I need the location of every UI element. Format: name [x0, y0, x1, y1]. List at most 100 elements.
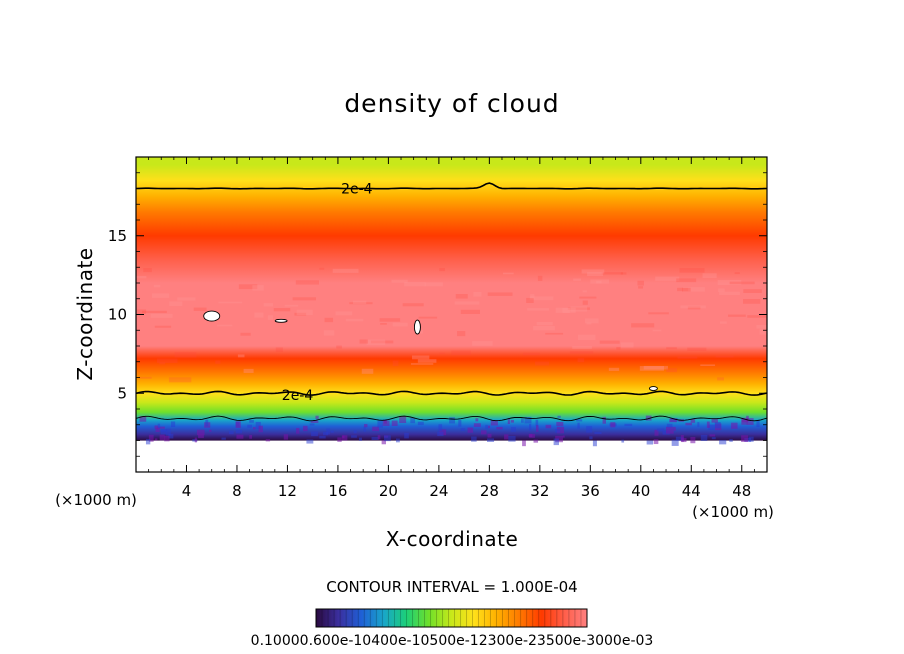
- field-streak: [237, 354, 245, 358]
- field-streak: [529, 423, 532, 431]
- contour-line-lower: [136, 390, 767, 396]
- field-streak: [557, 415, 561, 418]
- field-streak: [457, 331, 466, 337]
- field-streak: [524, 416, 532, 424]
- field-streak: [677, 356, 698, 359]
- x-tick-label: 40: [631, 482, 650, 500]
- field-streak: [296, 309, 313, 316]
- field-streak: [507, 418, 510, 424]
- field-streak: [359, 339, 368, 344]
- contour-label: 2e-4: [282, 388, 314, 404]
- x-tick-label: 28: [480, 482, 499, 500]
- field-streak: [295, 280, 319, 285]
- field-streak: [381, 440, 386, 445]
- field-streak: [383, 419, 387, 424]
- field-streak: [648, 312, 669, 315]
- x-axis-ticks: 4 8 12 16 20 24 28 32 36 40 44 48: [148, 157, 755, 500]
- field-streak: [690, 419, 696, 423]
- field-streak: [643, 365, 668, 370]
- field-streak: [579, 296, 597, 299]
- field-streak: [536, 321, 553, 326]
- field-streak: [372, 426, 380, 432]
- field-streak: [391, 420, 398, 426]
- field-streak: [174, 352, 197, 358]
- field-streak: [700, 434, 708, 441]
- field-streak: [529, 296, 554, 301]
- field-streak: [620, 272, 627, 275]
- x-tick-label: 24: [429, 482, 448, 500]
- x-tick-label: 8: [232, 482, 242, 500]
- x-unit-label-left: (×1000 m): [55, 491, 137, 509]
- field-streak: [475, 418, 479, 422]
- field-streak: [326, 428, 331, 435]
- colorbar-dividers: [321, 609, 582, 627]
- field-streak: [157, 426, 165, 429]
- contour-label: 2e-4: [341, 182, 373, 198]
- contour-line-bottom: [136, 415, 767, 422]
- field-streak: [315, 415, 319, 420]
- field-streak: [438, 424, 443, 432]
- field-streaks: [136, 267, 767, 447]
- field-streak: [682, 287, 705, 292]
- field-streak: [392, 322, 408, 327]
- contour-island: [413, 319, 421, 335]
- field-streak: [169, 301, 183, 307]
- field-streak: [530, 294, 535, 299]
- field-streak: [255, 421, 261, 429]
- field-streak: [153, 284, 161, 288]
- field-streak: [249, 434, 253, 439]
- field-streak: [522, 440, 526, 447]
- field-streak: [666, 347, 677, 350]
- contour-island: [203, 310, 221, 322]
- field-streak: [383, 435, 391, 442]
- field-streak: [645, 415, 652, 421]
- field-streak: [715, 355, 734, 358]
- field-streak: [324, 317, 334, 323]
- field-streak: [460, 309, 481, 315]
- field-streak: [351, 435, 357, 438]
- field-streak: [535, 361, 550, 366]
- x-tick-label: 44: [682, 482, 701, 500]
- field-streak: [687, 306, 701, 310]
- field-streak: [473, 423, 481, 427]
- y-tick-label: 15: [108, 227, 127, 245]
- field-streak: [451, 350, 471, 356]
- field-streak: [676, 278, 697, 283]
- field-streak: [496, 426, 503, 430]
- x-tick-label: 12: [278, 482, 297, 500]
- field-streak: [366, 339, 386, 345]
- field-streak: [720, 321, 727, 324]
- field-streak: [569, 351, 594, 354]
- field-streak: [254, 312, 264, 318]
- colorbar: 0.10000.600e-10400e-10500e-12300e-23500e…: [251, 608, 653, 649]
- field-streak: [743, 289, 762, 293]
- field-streak: [741, 435, 749, 442]
- field-streak: [671, 439, 679, 446]
- field-streak: [150, 313, 173, 318]
- field-streak: [562, 307, 570, 314]
- x-tick-label: 32: [530, 482, 549, 500]
- field-streak: [675, 436, 684, 441]
- field-streak: [528, 433, 533, 438]
- x-axis-label: X-coordinate: [386, 527, 519, 551]
- field-streak: [404, 432, 409, 439]
- field-streak: [454, 301, 480, 305]
- field-streak: [471, 436, 477, 442]
- field-streak: [154, 438, 158, 441]
- field-streak: [154, 325, 172, 328]
- field-streak: [533, 439, 539, 443]
- field-streak: [380, 322, 387, 325]
- field-streak: [731, 422, 738, 429]
- field-streak: [555, 428, 561, 433]
- field-streak: [330, 430, 334, 433]
- field-streak: [533, 325, 555, 331]
- field-streak: [702, 273, 717, 279]
- field-streak: [555, 435, 563, 443]
- field-streak: [567, 307, 590, 310]
- field-streak: [310, 420, 319, 423]
- field-streak: [487, 292, 513, 296]
- field-streak: [654, 429, 659, 436]
- field-streak: [151, 293, 170, 298]
- x-tick-label: 20: [379, 482, 398, 500]
- field-streak: [706, 421, 710, 428]
